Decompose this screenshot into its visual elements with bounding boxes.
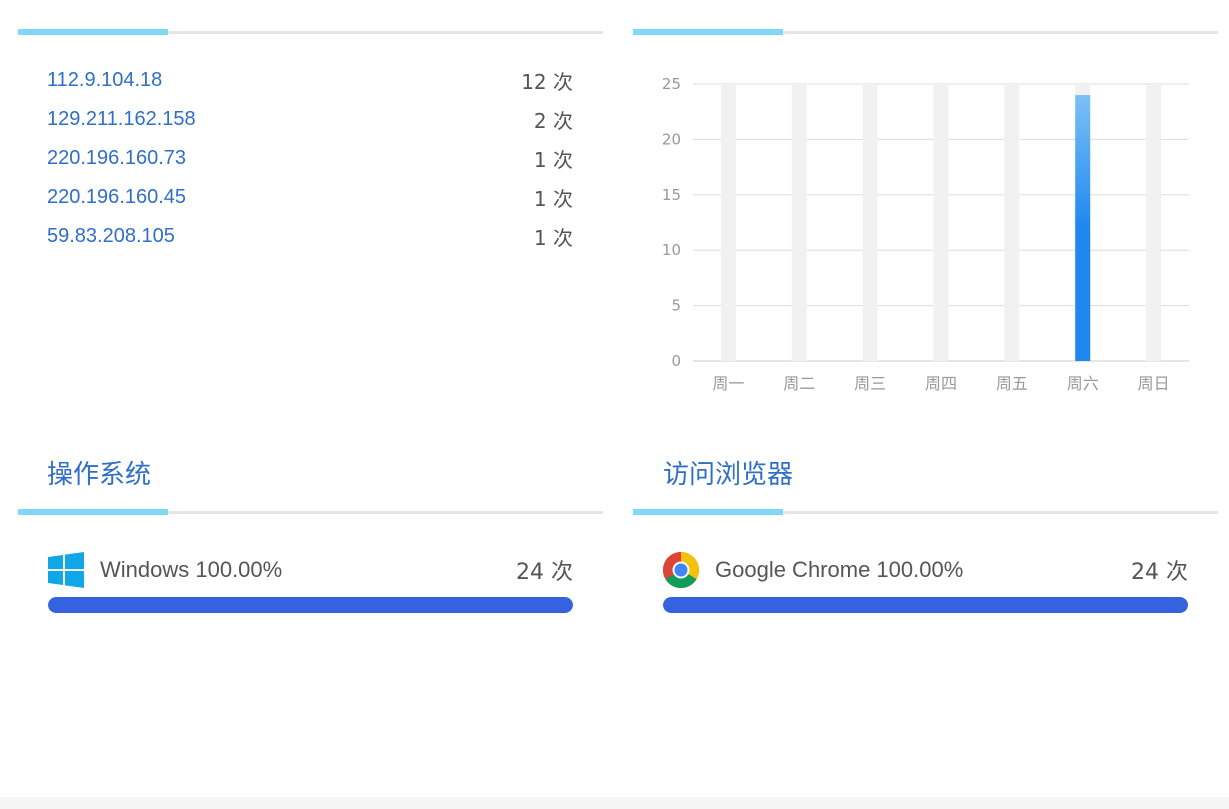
ip-address[interactable]: 59.83.208.105 <box>47 224 175 247</box>
bar-background <box>862 84 878 361</box>
ip-row: 59.83.208.105 1 次 <box>47 221 573 251</box>
x-tick-label: 周二 <box>783 374 815 393</box>
bar-background <box>791 84 807 361</box>
x-tick-label: 周三 <box>854 374 886 393</box>
bar-background <box>1004 84 1020 361</box>
ip-row: 220.196.160.73 1 次 <box>47 143 573 173</box>
y-tick-label: 10 <box>662 241 681 259</box>
bar-background <box>720 84 736 361</box>
browser-count: 24 次 <box>1131 560 1188 585</box>
browser-panel: 访问浏览器 Google Chrome 100.00% 24 次 <box>615 440 1229 640</box>
y-tick-label: 15 <box>662 186 681 204</box>
browser-progress-bar <box>663 597 1188 613</box>
ip-address[interactable]: 220.196.160.73 <box>47 146 187 169</box>
ip-panel-divider <box>18 29 603 35</box>
os-stat-row: Windows 100.00% 24 次 <box>47 551 573 589</box>
x-tick-label: 周日 <box>1138 374 1170 393</box>
x-tick-label: 周一 <box>712 374 744 393</box>
divider-accent <box>633 509 783 515</box>
os-progress-bar <box>48 597 573 613</box>
y-tick-label: 25 <box>662 75 681 93</box>
os-panel: 操作系统 Windows 100.00% 24 次 <box>0 440 615 640</box>
browser-panel-title: 访问浏览器 <box>663 460 794 490</box>
ip-row: 129.211.162.158 2 次 <box>47 104 573 134</box>
visit-count: 1 次 <box>533 186 573 211</box>
browser-panel-divider <box>633 509 1218 515</box>
visit-count: 12 次 <box>521 69 573 94</box>
x-tick-label: 周六 <box>1067 374 1099 393</box>
bar-background <box>933 84 949 361</box>
chrome-icon <box>662 552 700 589</box>
os-count: 24 次 <box>516 560 573 585</box>
bar-background <box>1146 84 1162 361</box>
os-panel-divider <box>18 509 603 515</box>
ip-address[interactable]: 220.196.160.45 <box>47 185 187 208</box>
chart-panel-divider <box>633 29 1218 35</box>
footer-strip <box>0 797 1229 809</box>
weekly-visits-chart: 0 5 10 15 20 25 周一 周二 周三 周四 周五 周六 周日 <box>662 75 1189 393</box>
weekly-chart-panel: 0 5 10 15 20 25 周一 周二 周三 周四 周五 周六 周日 <box>615 0 1229 420</box>
browser-progress-fill <box>663 597 1188 613</box>
divider-accent <box>18 29 168 35</box>
visit-count: 1 次 <box>533 147 573 172</box>
bar-5[interactable] <box>1075 95 1091 361</box>
os-panel-title: 操作系统 <box>47 460 152 490</box>
ip-row: 112.9.104.18 12 次 <box>47 65 573 95</box>
os-label: Windows 100.00% <box>100 557 283 582</box>
x-tick-label: 周四 <box>925 374 957 393</box>
y-tick-label: 0 <box>671 352 681 370</box>
visit-count: 1 次 <box>533 225 573 250</box>
ip-address[interactable]: 129.211.162.158 <box>47 107 196 130</box>
ip-row: 220.196.160.45 1 次 <box>47 182 573 212</box>
ip-address[interactable]: 112.9.104.18 <box>47 68 163 91</box>
y-tick-label: 20 <box>662 130 681 148</box>
divider-accent <box>633 29 783 35</box>
browser-label: Google Chrome 100.00% <box>715 557 964 582</box>
y-tick-label: 5 <box>671 297 681 315</box>
browser-stat-row: Google Chrome 100.00% 24 次 <box>662 551 1188 589</box>
ip-panel: 112.9.104.18 12 次 129.211.162.158 2 次 22… <box>0 0 615 420</box>
windows-icon <box>48 552 84 588</box>
os-progress-fill <box>48 597 573 613</box>
x-tick-label: 周五 <box>996 374 1028 393</box>
divider-accent <box>18 509 168 515</box>
visit-count: 2 次 <box>533 108 573 133</box>
